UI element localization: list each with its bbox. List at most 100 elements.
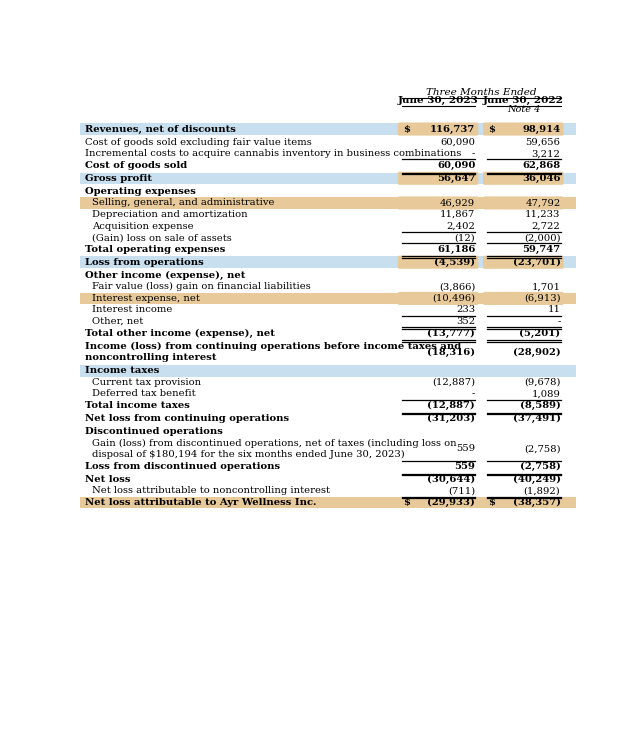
Text: $: $ xyxy=(403,498,410,507)
Text: Cost of goods sold: Cost of goods sold xyxy=(84,161,187,170)
Text: (Gain) loss on sale of assets: (Gain) loss on sale of assets xyxy=(92,233,232,242)
Text: 59,747: 59,747 xyxy=(522,244,561,254)
Text: disposal of $180,194 for the six months ended June 30, 2023): disposal of $180,194 for the six months … xyxy=(92,450,405,459)
Text: Total other income (expense), net: Total other income (expense), net xyxy=(84,329,275,337)
Text: 47,792: 47,792 xyxy=(525,198,561,207)
Text: (5,201): (5,201) xyxy=(520,329,561,337)
Text: 1,701: 1,701 xyxy=(531,283,561,291)
FancyBboxPatch shape xyxy=(483,122,564,135)
Text: 352: 352 xyxy=(456,317,476,326)
Text: Loss from operations: Loss from operations xyxy=(84,258,204,266)
Text: 1,089: 1,089 xyxy=(532,389,561,398)
Text: (10,496): (10,496) xyxy=(432,294,476,303)
Text: Operating expenses: Operating expenses xyxy=(84,187,196,196)
Text: (13,777): (13,777) xyxy=(428,329,476,337)
FancyBboxPatch shape xyxy=(397,172,478,185)
Text: 61,186: 61,186 xyxy=(437,244,476,254)
Text: Fair value (loss) gain on financial liabilities: Fair value (loss) gain on financial liab… xyxy=(92,283,311,291)
Text: 46,929: 46,929 xyxy=(440,198,476,207)
Text: June 30, 2022: June 30, 2022 xyxy=(483,96,564,105)
Text: noncontrolling interest: noncontrolling interest xyxy=(84,354,216,362)
Text: 36,046: 36,046 xyxy=(522,173,561,183)
Text: Net loss attributable to noncontrolling interest: Net loss attributable to noncontrolling … xyxy=(92,487,330,496)
Text: 11,867: 11,867 xyxy=(440,210,476,219)
Bar xyxy=(80,293,576,305)
Text: Deferred tax benefit: Deferred tax benefit xyxy=(92,389,196,398)
Text: Gross profit: Gross profit xyxy=(84,173,152,183)
Text: Incremental costs to acquire cannabis inventory in business combinations: Incremental costs to acquire cannabis in… xyxy=(84,149,461,158)
FancyBboxPatch shape xyxy=(397,255,478,269)
Text: Three Months Ended: Three Months Ended xyxy=(426,88,536,97)
Text: (12,887): (12,887) xyxy=(432,378,476,387)
Text: Selling, general, and administrative: Selling, general, and administrative xyxy=(92,198,275,207)
Text: -: - xyxy=(472,149,476,158)
FancyBboxPatch shape xyxy=(397,292,478,305)
Text: (31,203): (31,203) xyxy=(427,414,476,423)
Text: (29,933): (29,933) xyxy=(428,498,476,507)
Text: Note 4: Note 4 xyxy=(507,105,540,114)
Text: 59,656: 59,656 xyxy=(525,138,561,146)
FancyBboxPatch shape xyxy=(483,172,564,185)
Text: Net loss from continuing operations: Net loss from continuing operations xyxy=(84,414,289,423)
Text: Current tax provision: Current tax provision xyxy=(92,378,202,387)
Text: (2,758): (2,758) xyxy=(524,444,561,453)
Text: (3,866): (3,866) xyxy=(439,283,476,291)
Bar xyxy=(80,256,576,268)
Text: (4,539): (4,539) xyxy=(434,258,476,267)
Text: (37,491): (37,491) xyxy=(513,414,561,423)
Text: Net loss: Net loss xyxy=(84,475,130,484)
Text: -: - xyxy=(472,389,476,398)
Text: (23,701): (23,701) xyxy=(513,258,561,267)
Text: (8,589): (8,589) xyxy=(520,401,561,410)
Text: (2,758): (2,758) xyxy=(520,462,561,471)
Text: Total operating expenses: Total operating expenses xyxy=(84,244,225,254)
Text: $: $ xyxy=(403,124,410,133)
Text: Other, net: Other, net xyxy=(92,317,143,326)
Text: Interest income: Interest income xyxy=(92,305,173,315)
Bar xyxy=(80,197,576,209)
FancyBboxPatch shape xyxy=(397,122,478,135)
Text: Income taxes: Income taxes xyxy=(84,366,159,376)
Text: Interest expense, net: Interest expense, net xyxy=(92,294,200,303)
Text: June 30, 2023: June 30, 2023 xyxy=(398,96,479,105)
Text: 116,737: 116,737 xyxy=(430,124,476,133)
Text: -: - xyxy=(557,317,561,326)
Text: (12,887): (12,887) xyxy=(428,401,476,410)
Text: 559: 559 xyxy=(454,462,476,471)
Bar xyxy=(80,123,576,135)
Bar xyxy=(80,497,576,508)
Text: (711): (711) xyxy=(448,487,476,496)
FancyBboxPatch shape xyxy=(397,196,478,209)
Text: 3,212: 3,212 xyxy=(532,149,561,158)
Text: Total income taxes: Total income taxes xyxy=(84,401,189,410)
Text: Gain (loss) from discontinued operations, net of taxes (including loss on: Gain (loss) from discontinued operations… xyxy=(92,438,457,448)
Text: Loss from discontinued operations: Loss from discontinued operations xyxy=(84,462,280,471)
Text: 2,402: 2,402 xyxy=(446,222,476,231)
Text: 62,868: 62,868 xyxy=(522,161,561,170)
Text: Other income (expense), net: Other income (expense), net xyxy=(84,271,245,280)
FancyBboxPatch shape xyxy=(483,196,564,209)
Text: Depreciation and amortization: Depreciation and amortization xyxy=(92,210,248,219)
Text: 233: 233 xyxy=(456,305,476,315)
Text: 11: 11 xyxy=(547,305,561,315)
Text: 56,647: 56,647 xyxy=(437,173,476,183)
Text: $: $ xyxy=(488,124,495,133)
FancyBboxPatch shape xyxy=(483,255,564,269)
Text: Income (loss) from continuing operations before income taxes and: Income (loss) from continuing operations… xyxy=(84,342,461,351)
Text: 60,090: 60,090 xyxy=(437,161,476,170)
Text: 98,914: 98,914 xyxy=(522,124,561,133)
Text: (30,644): (30,644) xyxy=(427,475,476,484)
Text: Cost of goods sold excluding fair value items: Cost of goods sold excluding fair value … xyxy=(84,138,312,146)
Text: (18,316): (18,316) xyxy=(427,348,476,356)
Text: Discontinued operations: Discontinued operations xyxy=(84,427,223,436)
Text: 559: 559 xyxy=(456,444,476,453)
Bar xyxy=(80,365,576,376)
Text: 2,722: 2,722 xyxy=(532,222,561,231)
Text: (6,913): (6,913) xyxy=(524,294,561,303)
Text: (2,000): (2,000) xyxy=(524,233,561,242)
Text: 60,090: 60,090 xyxy=(440,138,476,146)
Text: (12): (12) xyxy=(454,233,476,242)
Text: Net loss attributable to Ayr Wellness Inc.: Net loss attributable to Ayr Wellness In… xyxy=(84,498,316,507)
Text: (40,249): (40,249) xyxy=(513,475,561,484)
Bar xyxy=(80,173,576,184)
